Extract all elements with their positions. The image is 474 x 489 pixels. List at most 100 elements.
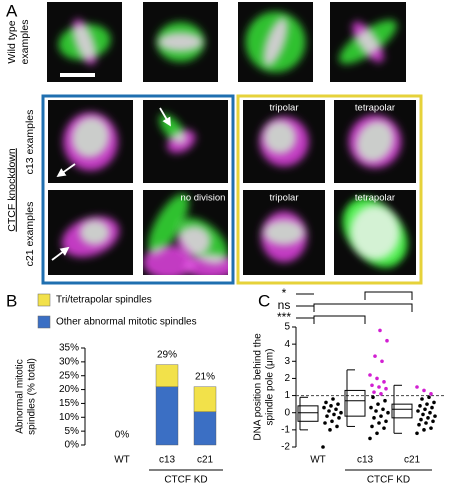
significance-label: *	[282, 286, 287, 300]
y-tick-label: 0	[284, 407, 290, 418]
y-axis-label: spindle pole (μm)	[265, 349, 276, 426]
data-point	[430, 405, 434, 410]
data-point	[379, 392, 383, 396]
data-point	[428, 410, 432, 415]
y-axis-label: DNA position behind the	[253, 333, 264, 441]
data-point	[432, 400, 436, 405]
y-tick-label: 1	[284, 390, 290, 401]
panel-label: A	[6, 1, 18, 20]
bar-segment	[193, 411, 217, 446]
data-point	[385, 338, 389, 343]
significance-bracket	[313, 303, 413, 312]
y-tick-label: 3	[284, 356, 290, 367]
group-label: CTCF KD	[164, 475, 207, 486]
fluorescence	[79, 219, 111, 246]
data-point	[375, 376, 379, 381]
data-point	[332, 412, 336, 417]
data-point	[371, 395, 375, 400]
row-label: c21 examples	[24, 202, 36, 267]
micrographs	[47, 2, 416, 280]
fluorescence	[72, 19, 97, 65]
row-label: examples	[19, 20, 31, 65]
data-point	[373, 354, 377, 358]
data-point	[374, 409, 378, 413]
yellow-box	[236, 94, 423, 285]
fluorescence	[352, 21, 384, 63]
data-point	[328, 428, 332, 432]
y-tick-label: 2	[284, 373, 290, 384]
data-point	[429, 392, 433, 396]
fluorescence	[177, 225, 211, 257]
data-point	[422, 428, 426, 432]
row-label: Wild type	[6, 20, 18, 63]
fluorescence	[148, 193, 189, 255]
image-label: no division	[181, 193, 226, 204]
group-label: CTCF knockdown	[6, 148, 18, 232]
data-point	[415, 431, 419, 436]
data-point	[372, 390, 376, 394]
fluorescence	[185, 253, 237, 280]
significance-bracket	[313, 315, 366, 324]
y-tick-label: 10%	[59, 412, 79, 423]
data-point	[370, 424, 374, 429]
fluorescence	[158, 32, 203, 52]
significance-label: ns	[278, 298, 291, 312]
data-point	[329, 404, 333, 408]
data-point	[325, 414, 329, 418]
fluorescence	[263, 219, 305, 246]
data-point	[376, 402, 380, 406]
legend-label: Other abnormal mitotic spindles	[56, 317, 197, 328]
y-tick-label: -1	[281, 424, 290, 435]
y-axis-label: spindles (% total)	[27, 358, 38, 435]
data-point	[322, 405, 326, 410]
group-label: CTCF KD	[367, 475, 410, 486]
arrow	[51, 246, 70, 261]
y-tick-label: 5	[284, 322, 290, 333]
data-point	[336, 402, 340, 406]
data-point	[417, 422, 421, 427]
fluorescence	[71, 116, 110, 158]
panel-label: B	[6, 291, 17, 310]
data-point	[327, 409, 331, 413]
y-tick-label: 4	[284, 339, 290, 350]
box	[344, 389, 366, 417]
data-point	[380, 359, 384, 364]
data-point	[383, 398, 387, 403]
data-point	[415, 385, 419, 389]
bar-segment	[155, 386, 179, 446]
data-point	[431, 419, 435, 424]
data-point	[425, 402, 429, 406]
box	[391, 403, 413, 419]
fluorescence	[263, 120, 297, 154]
data-point	[384, 386, 388, 391]
bar-segment	[193, 386, 217, 412]
data-point	[382, 380, 386, 384]
data-point	[426, 416, 430, 420]
data-point	[424, 421, 428, 425]
data-point	[377, 385, 381, 389]
x-tick-label: WT	[114, 455, 130, 466]
data-point	[370, 383, 374, 388]
significance-bracket	[364, 291, 413, 300]
y-tick-label: 35%	[59, 343, 79, 354]
data-point	[369, 405, 373, 410]
x-tick-label: c21	[197, 455, 214, 466]
y-tick-label: 20%	[59, 384, 79, 395]
fluorescence	[350, 205, 400, 260]
data-point	[368, 436, 372, 441]
data-point	[420, 397, 424, 401]
panel-label: C	[258, 291, 270, 310]
data-point	[377, 421, 381, 425]
data-point	[384, 419, 388, 424]
box	[297, 405, 319, 422]
image-label: tripolar	[269, 193, 298, 204]
data-point	[433, 414, 437, 418]
data-point	[324, 400, 328, 405]
data-point	[375, 431, 379, 436]
y-tick-label: 5%	[65, 426, 80, 437]
total-label: 0%	[115, 430, 130, 441]
y-axis-label: Abnormal mitotic	[15, 359, 26, 433]
data-point	[381, 407, 385, 412]
y-tick-label: 15%	[59, 398, 79, 409]
total-label: 29%	[157, 349, 177, 360]
